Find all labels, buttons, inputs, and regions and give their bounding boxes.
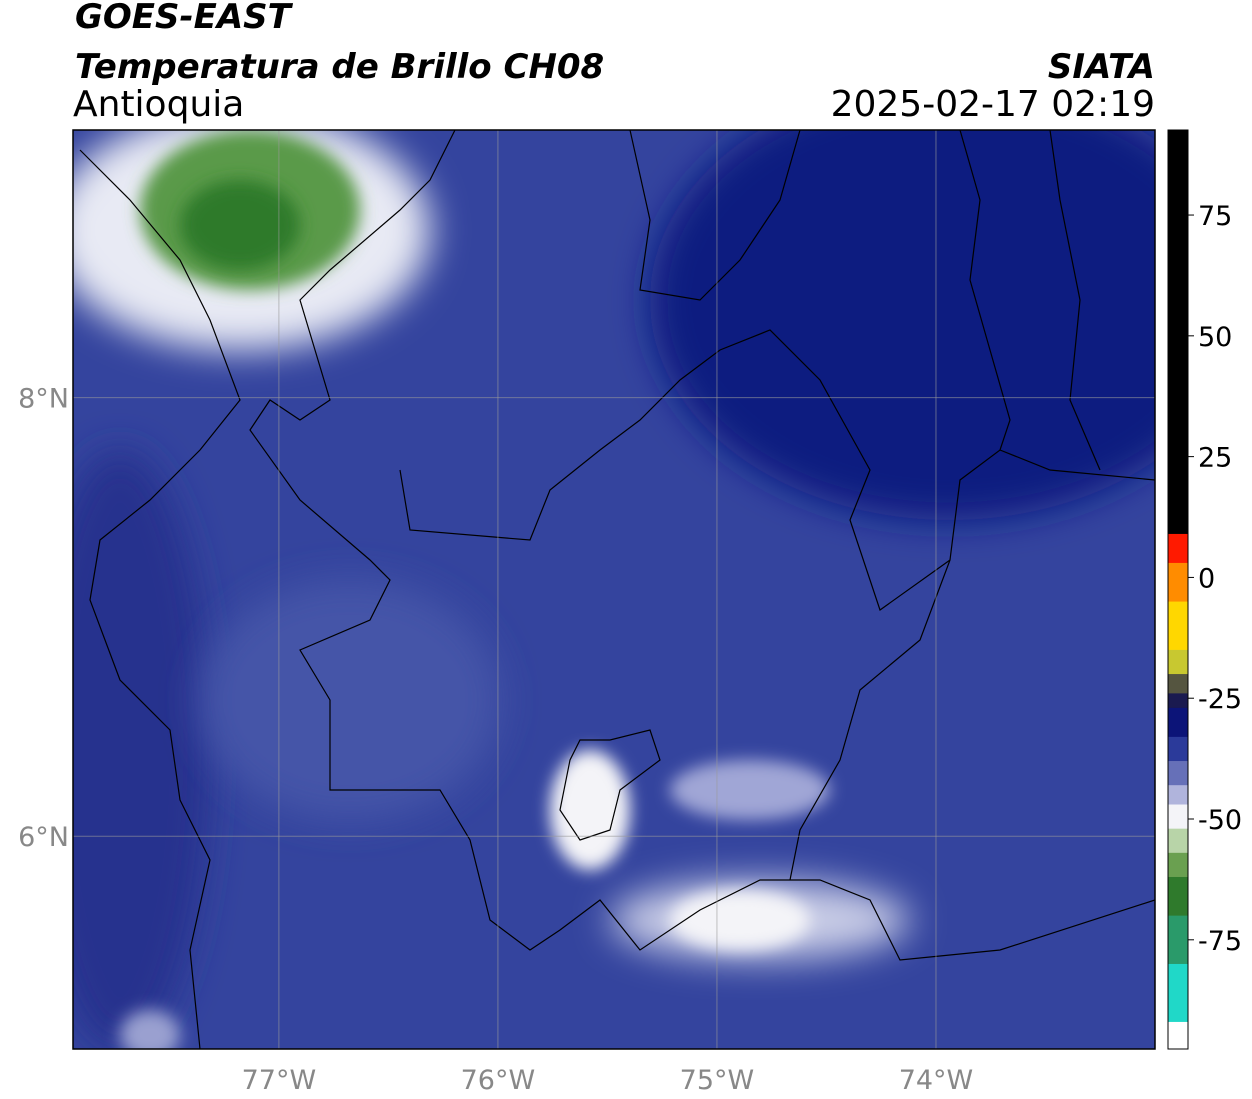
x-tick-label: 76°W bbox=[461, 1065, 536, 1096]
colorbar-band bbox=[1168, 852, 1188, 878]
borders bbox=[79, 130, 1155, 1049]
cold-area bbox=[73, 450, 210, 1049]
colorbar-tick-label: -50 bbox=[1198, 805, 1242, 836]
colorbar-band bbox=[1168, 1021, 1188, 1050]
x-tick-label: 75°W bbox=[680, 1065, 755, 1096]
cold-area bbox=[650, 130, 1155, 520]
colorbar-tick-label: -25 bbox=[1198, 684, 1242, 715]
colorbar-band bbox=[1168, 736, 1188, 762]
colorbar-band bbox=[1168, 533, 1188, 564]
colorbar-band bbox=[1168, 649, 1188, 675]
cloud-top bbox=[180, 180, 300, 270]
cloud bbox=[120, 1010, 180, 1049]
map-frame bbox=[72, 129, 1156, 1050]
y-tick-label: 6°N bbox=[18, 822, 69, 853]
region: Antioquia bbox=[73, 84, 244, 125]
datetime: 2025-02-17 02:19 bbox=[831, 84, 1155, 125]
colorbar-band bbox=[1168, 693, 1188, 709]
colorbar-band bbox=[1168, 130, 1188, 535]
colorbar-band bbox=[1168, 761, 1188, 786]
colorbar-tick-label: 25 bbox=[1198, 443, 1232, 474]
colorbar-band bbox=[1168, 804, 1188, 830]
title: GOES-EAST bbox=[75, 0, 294, 37]
colorbar-band bbox=[1168, 828, 1188, 854]
x-tick-label: 77°W bbox=[242, 1065, 317, 1096]
colorbar-band bbox=[1168, 915, 1188, 965]
source: SIATA bbox=[1048, 47, 1155, 87]
colorbar-tick-label: 50 bbox=[1198, 322, 1232, 353]
colorbar-band bbox=[1168, 876, 1188, 917]
colorbar-tick-label: 0 bbox=[1198, 563, 1215, 594]
colorbar-band bbox=[1168, 707, 1188, 738]
colorbar-band bbox=[1168, 785, 1188, 806]
y-tick-label: 8°N bbox=[18, 384, 69, 415]
colorbar-frame bbox=[1167, 129, 1189, 1050]
colorbar-band bbox=[1168, 601, 1188, 651]
cloud bbox=[670, 890, 810, 950]
colorbar-band bbox=[1168, 562, 1188, 603]
colorbar-tick-label: 75 bbox=[1198, 201, 1232, 232]
colorbar-band bbox=[1168, 674, 1188, 694]
colorbar-band bbox=[1168, 963, 1188, 1023]
colorbar-tick-label: -75 bbox=[1198, 926, 1242, 957]
cloud bbox=[550, 750, 630, 870]
x-tick-label: 74°W bbox=[899, 1065, 974, 1096]
map-image bbox=[73, 130, 1155, 1049]
warm-area bbox=[200, 580, 500, 820]
subtitle: Temperatura de Brillo CH08 bbox=[75, 47, 604, 87]
cloud bbox=[670, 760, 830, 820]
